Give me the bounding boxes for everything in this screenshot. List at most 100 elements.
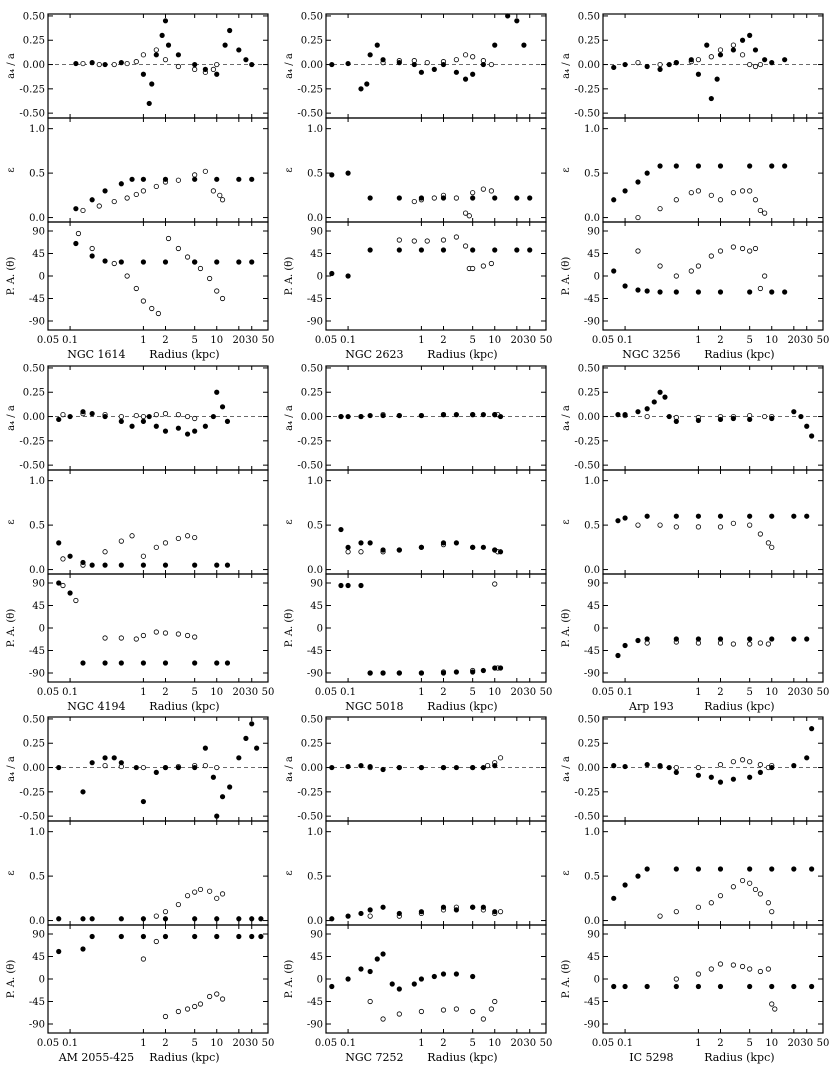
open-point-a4 bbox=[470, 54, 476, 60]
open-point-a4 bbox=[140, 413, 147, 420]
filled-point-eps bbox=[236, 176, 242, 182]
filled-point-eps bbox=[492, 547, 498, 553]
filled-point-a4 bbox=[514, 18, 520, 24]
open-point-pa bbox=[219, 996, 226, 1002]
x-tick-label: 20 bbox=[510, 1038, 523, 1049]
filled-point-pa bbox=[453, 669, 459, 675]
filled-point-pa bbox=[389, 981, 395, 987]
filled-point-eps bbox=[644, 513, 650, 519]
x-tick-label: 1 bbox=[140, 1038, 146, 1049]
y-tick-label: -90 bbox=[307, 1020, 323, 1031]
filled-point-a4 bbox=[673, 59, 679, 66]
panel-ngc-3256: 0.50 0.25 0.00 -0.25 -0.50 a₄ / a 1.0 0.5 0.0 ε 90… bbox=[561, 11, 829, 361]
filled-point-pa bbox=[644, 983, 650, 990]
x-tick-label: 5 bbox=[746, 335, 752, 346]
filled-point-a4 bbox=[89, 59, 95, 66]
x-tick-label: 50 bbox=[262, 1038, 275, 1049]
filled-point-a4 bbox=[102, 61, 108, 68]
filled-point-pa bbox=[358, 582, 364, 589]
y-tick-label: -45 bbox=[584, 997, 600, 1008]
panel-ngc-7252: 0.50 0.25 0.00 -0.25 -0.50 a₄ / a 1.0 0.5 0.0 ε 90… bbox=[284, 714, 552, 1064]
filled-point-a4 bbox=[695, 417, 702, 424]
filled-point-a4 bbox=[747, 32, 753, 38]
open-point-eps bbox=[219, 197, 226, 203]
filled-point-pa bbox=[657, 289, 663, 295]
filled-point-pa bbox=[192, 259, 198, 265]
filled-point-pa bbox=[769, 636, 775, 642]
axes-frame bbox=[325, 573, 547, 683]
open-point-pa bbox=[492, 998, 498, 1005]
open-point-pa bbox=[480, 1016, 486, 1022]
open-point-pa bbox=[111, 260, 117, 267]
filled-point-pa bbox=[470, 973, 476, 980]
open-point-pa bbox=[133, 285, 139, 292]
filled-point-a4 bbox=[480, 411, 486, 418]
y-tick-label: -0.25 bbox=[297, 436, 323, 447]
filled-point-pa bbox=[622, 983, 628, 990]
x-tick-label: 50 bbox=[817, 1038, 830, 1049]
open-point-eps bbox=[96, 203, 102, 209]
open-point-eps bbox=[480, 186, 486, 192]
open-point-pa bbox=[765, 966, 771, 972]
filled-point-a4 bbox=[219, 794, 226, 800]
y-tick-label: 1.0 bbox=[307, 827, 323, 838]
filled-point-a4 bbox=[462, 76, 469, 82]
open-point-pa bbox=[214, 991, 220, 997]
filled-point-pa bbox=[345, 273, 351, 279]
open-point-pa bbox=[453, 234, 459, 240]
filled-point-eps bbox=[80, 916, 86, 922]
filled-point-eps bbox=[56, 916, 62, 922]
open-point-a4 bbox=[96, 61, 102, 68]
open-point-pa bbox=[155, 310, 161, 317]
x-tick-label: 2 bbox=[440, 335, 446, 346]
filled-point-a4 bbox=[249, 61, 255, 68]
open-point-eps bbox=[688, 190, 694, 196]
open-point-eps bbox=[747, 188, 753, 194]
open-point-eps bbox=[192, 172, 198, 178]
filled-point-a4 bbox=[111, 755, 117, 761]
filled-point-pa bbox=[673, 636, 679, 642]
x-tick-label: 50 bbox=[817, 687, 830, 698]
filled-point-pa bbox=[140, 933, 147, 940]
filled-point-a4 bbox=[791, 409, 797, 415]
y-tick-label: 0.25 bbox=[23, 36, 45, 47]
y-tick-label: -45 bbox=[29, 646, 45, 657]
filled-point-pa bbox=[635, 637, 641, 644]
filled-point-eps bbox=[329, 916, 335, 922]
y-tick-label: 0.25 bbox=[578, 388, 600, 399]
open-point-pa bbox=[635, 248, 641, 254]
filled-point-pa bbox=[162, 259, 169, 265]
open-point-eps bbox=[708, 192, 714, 198]
filled-point-pa bbox=[440, 247, 447, 253]
y-axis-label-a4: a₄ / a bbox=[561, 756, 572, 782]
x-tick-label: 5 bbox=[746, 1038, 752, 1049]
open-point-pa bbox=[657, 263, 663, 269]
filled-point-eps bbox=[249, 916, 255, 922]
y-tick-label: 90 bbox=[310, 227, 323, 238]
x-tick-label: 20 bbox=[510, 687, 523, 698]
y-tick-label: 90 bbox=[310, 579, 323, 590]
filled-point-a4 bbox=[782, 57, 788, 63]
filled-point-a4 bbox=[644, 762, 650, 768]
axes-frame bbox=[602, 365, 824, 471]
y-axis-label-pa: P. A. (θ) bbox=[561, 960, 572, 999]
filled-point-eps bbox=[338, 526, 344, 533]
y-tick-label: 0.5 bbox=[584, 521, 600, 532]
y-tick-label: 0.00 bbox=[578, 763, 600, 774]
filled-point-a4 bbox=[202, 745, 208, 751]
open-point-eps bbox=[757, 891, 763, 897]
open-point-eps bbox=[153, 544, 159, 550]
x-tick-label: 30 bbox=[523, 335, 536, 346]
x-axis-label: Radius (kpc) bbox=[704, 700, 774, 713]
y-tick-label: -0.50 bbox=[297, 109, 323, 120]
filled-point-a4 bbox=[102, 755, 108, 761]
y-tick-label: 90 bbox=[310, 930, 323, 941]
open-point-a4 bbox=[133, 412, 139, 419]
x-tick-label: 0.1 bbox=[340, 335, 356, 346]
y-tick-label: 0 bbox=[317, 975, 323, 986]
y-tick-label: 45 bbox=[32, 601, 45, 612]
open-point-eps bbox=[184, 533, 191, 539]
open-point-a4 bbox=[717, 47, 724, 53]
filled-point-a4 bbox=[162, 428, 169, 434]
filled-point-pa bbox=[140, 259, 147, 265]
